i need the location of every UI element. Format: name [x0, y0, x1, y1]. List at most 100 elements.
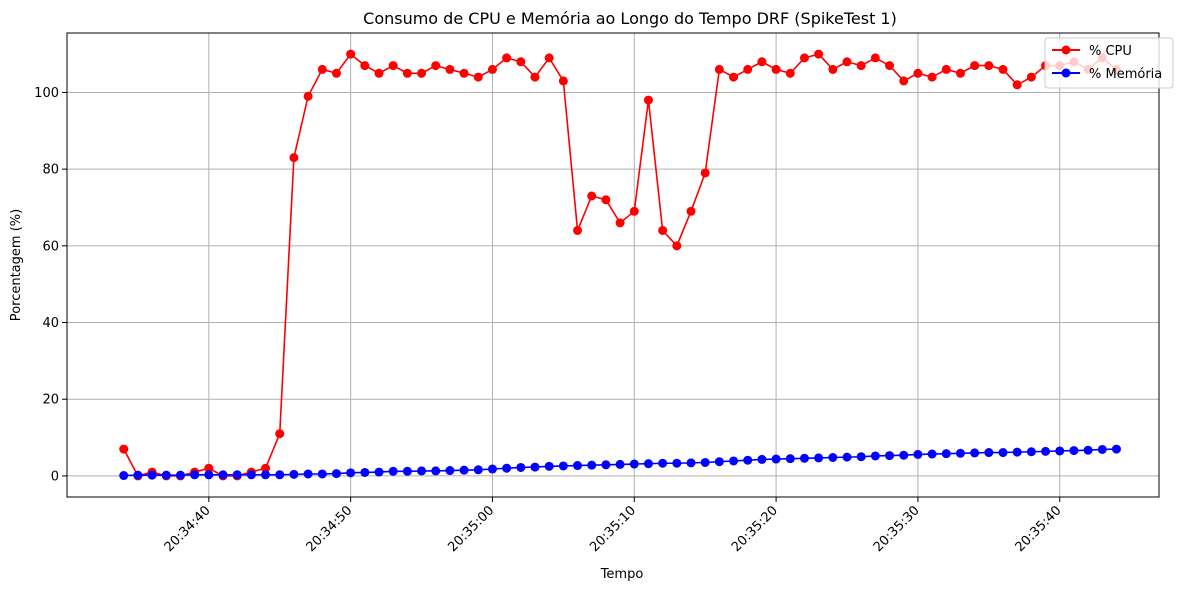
data-point-memory — [1069, 446, 1079, 456]
data-point-cpu — [360, 61, 370, 71]
data-point-memory — [558, 461, 568, 471]
data-point-memory — [686, 458, 696, 468]
data-point-memory — [360, 467, 370, 477]
x-axis-label: Tempo — [600, 567, 644, 582]
data-point-cpu — [672, 241, 682, 251]
data-point-memory — [672, 458, 682, 468]
data-point-cpu — [303, 91, 313, 101]
data-point-memory — [516, 462, 526, 472]
data-point-memory — [303, 469, 313, 479]
data-point-memory — [998, 448, 1008, 458]
data-point-memory — [1026, 447, 1036, 457]
data-point-cpu — [601, 195, 611, 205]
data-point-cpu — [530, 72, 540, 82]
data-point-cpu — [799, 53, 809, 63]
data-point-cpu — [700, 168, 710, 178]
data-point-memory — [275, 470, 285, 480]
data-point-cpu — [757, 57, 767, 67]
data-point-cpu — [516, 57, 526, 67]
data-point-cpu — [261, 463, 271, 473]
data-point-cpu — [955, 68, 965, 78]
data-point-cpu — [686, 206, 696, 216]
data-point-memory — [573, 461, 583, 471]
data-point-cpu — [643, 95, 653, 105]
data-point-memory — [246, 470, 256, 480]
data-point-memory — [658, 458, 668, 468]
data-point-memory — [771, 454, 781, 464]
data-point-cpu — [814, 49, 824, 59]
data-point-memory — [799, 453, 809, 463]
data-point-memory — [1055, 446, 1065, 456]
data-point-memory — [402, 466, 412, 476]
data-point-cpu — [899, 76, 909, 86]
data-point-memory — [431, 466, 441, 476]
data-point-memory — [331, 469, 341, 479]
data-point-memory — [941, 449, 951, 459]
data-point-cpu — [941, 64, 951, 74]
data-point-memory — [417, 466, 427, 476]
data-point-cpu — [870, 53, 880, 63]
data-point-memory — [218, 470, 228, 480]
data-point-cpu — [984, 61, 994, 71]
data-point-memory — [502, 463, 512, 473]
data-point-memory — [970, 448, 980, 458]
data-point-memory — [601, 460, 611, 470]
data-point-cpu — [459, 68, 469, 78]
data-point-cpu — [445, 64, 455, 74]
plot-frame — [66, 32, 1160, 498]
data-point-memory — [785, 454, 795, 464]
data-point-memory — [161, 470, 171, 480]
data-point-cpu — [771, 64, 781, 74]
legend-swatch-cpu-marker — [1061, 45, 1071, 55]
data-point-cpu — [885, 61, 895, 71]
data-point-memory — [544, 461, 554, 471]
data-point-memory — [487, 464, 497, 474]
data-point-memory — [828, 453, 838, 462]
data-point-memory — [587, 460, 597, 470]
data-point-memory — [374, 467, 384, 477]
data-point-cpu — [729, 72, 739, 82]
data-point-cpu — [1026, 72, 1036, 82]
data-point-cpu — [629, 206, 639, 216]
data-point-cpu — [331, 68, 341, 78]
data-point-memory — [1083, 445, 1093, 455]
data-point-memory — [459, 465, 469, 475]
data-point-memory — [899, 450, 909, 460]
data-point-cpu — [998, 64, 1008, 74]
y-tick-label: 40 — [42, 316, 59, 331]
chart-title: Consumo de CPU e Memória ao Longo do Tem… — [363, 9, 897, 28]
y-axis-ticks: 0 20 40 60 80 100 — [34, 86, 67, 484]
data-point-memory — [119, 471, 129, 481]
data-point-memory — [757, 454, 767, 464]
data-point-cpu — [317, 64, 327, 74]
data-point-cpu — [927, 72, 937, 82]
legend: % CPU % Memória — [1044, 37, 1174, 89]
data-point-memory — [629, 459, 639, 469]
data-point-memory — [700, 457, 710, 467]
data-point-memory — [204, 470, 214, 480]
data-point-cpu — [785, 68, 795, 78]
data-point-memory — [190, 470, 200, 480]
data-point-cpu — [388, 61, 398, 71]
data-point-memory — [317, 469, 327, 479]
legend-label-cpu: % CPU — [1089, 44, 1132, 59]
data-point-memory — [842, 452, 852, 462]
data-point-memory — [984, 448, 994, 458]
data-point-cpu — [970, 61, 980, 71]
data-point-memory — [643, 459, 653, 469]
data-point-cpu — [842, 57, 852, 67]
data-point-memory — [346, 468, 356, 478]
data-point-memory — [1012, 447, 1022, 457]
legend-swatch-memory-marker — [1061, 68, 1071, 78]
data-point-memory — [615, 459, 625, 469]
data-point-memory — [1041, 446, 1051, 456]
data-point-memory — [1097, 444, 1107, 454]
data-point-memory — [261, 470, 271, 480]
data-point-cpu — [204, 463, 214, 473]
data-point-memory — [232, 470, 242, 480]
data-point-cpu — [431, 61, 441, 71]
data-point-cpu — [828, 64, 838, 74]
y-tick-label: 0 — [51, 469, 59, 484]
data-point-memory — [714, 457, 724, 467]
